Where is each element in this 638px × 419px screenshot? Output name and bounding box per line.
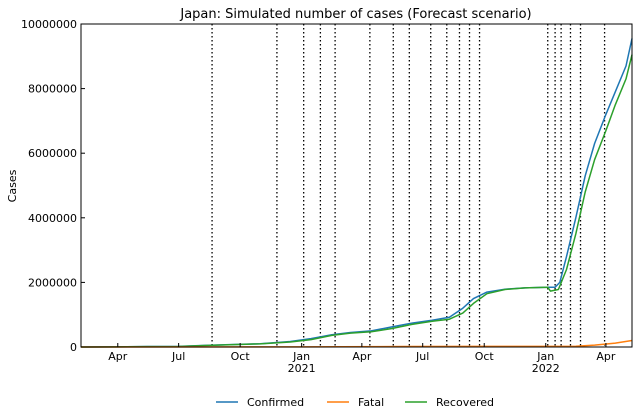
x-tick-label: Apr [596,350,616,363]
series-group [80,38,633,348]
y-tick-label: 0 [70,341,77,354]
legend-label-fatal: Fatal [358,396,384,409]
series-line-confirmed [80,38,633,348]
y-tick-label: 10000000 [21,18,77,31]
y-axis: 0 2000000 4000000 6000000 8000000 10000000 [21,18,85,354]
x-tick-year-label: 2021 [288,362,316,375]
y-tick-label: 2000000 [28,276,77,289]
y-tick-label: 8000000 [28,83,77,96]
vline-group [211,24,606,347]
chart-title: Japan: Simulated number of cases (Foreca… [179,7,531,22]
x-tick-label: Jan [292,350,310,363]
y-tick-label: 4000000 [28,212,77,225]
x-tick-year-label: 2022 [532,362,560,375]
x-tick-label: Jul [415,350,429,363]
x-tick-label: Oct [475,350,495,363]
x-tick-label: Apr [108,350,128,363]
legend-label-recovered: Recovered [436,396,494,409]
y-tick-label: 6000000 [28,147,77,160]
x-tick-label: Apr [352,350,372,363]
y-axis-label: Cases [6,169,19,202]
x-tick-label: Oct [231,350,251,363]
plot-frame [80,23,633,348]
series-line-recovered [80,54,633,348]
legend-label-confirmed: Confirmed [247,396,304,409]
x-tick-label: Jul [171,350,185,363]
legend: Confirmed Fatal Recovered [216,396,494,409]
x-tick-label: Jan [536,350,554,363]
